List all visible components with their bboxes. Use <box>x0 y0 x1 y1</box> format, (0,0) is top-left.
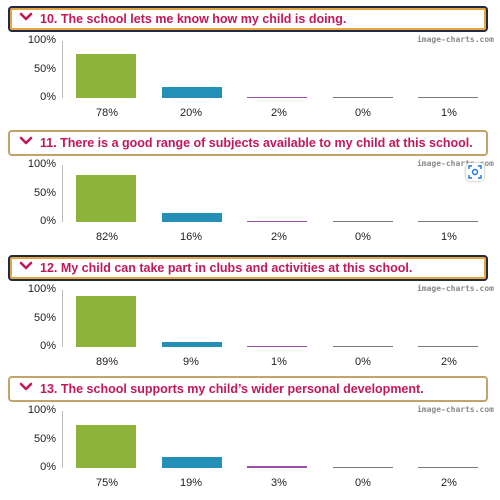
y-axis-line <box>62 41 63 98</box>
question-section-11: 11. There is a good range of subjects av… <box>0 130 500 250</box>
watermark-text: image-charts.com <box>416 35 494 44</box>
y-axis-line <box>62 165 63 222</box>
bar-2 <box>162 457 222 468</box>
question-header[interactable]: 10. The school lets me know how my child… <box>8 6 488 32</box>
question-header[interactable]: 13. The school supports my child’s wider… <box>8 376 488 402</box>
bar-3 <box>247 466 307 468</box>
x-category-label: 78% <box>95 107 119 119</box>
x-category-label: 1% <box>441 107 457 119</box>
y-tick-label: 0% <box>40 91 56 103</box>
y-tick-label: 100% <box>27 404 56 416</box>
y-tick-label: 50% <box>33 62 56 75</box>
x-category-label: 9% <box>183 356 199 368</box>
x-category-label: 2% <box>441 477 457 489</box>
bar-4 <box>333 345 393 347</box>
bar-5 <box>418 96 478 98</box>
x-category-label: 0% <box>355 107 371 119</box>
bar-1 <box>76 175 136 222</box>
y-tick-label: 50% <box>33 311 56 324</box>
chevron-down-icon[interactable] <box>10 7 36 32</box>
x-category-label: 89% <box>95 356 119 368</box>
x-category-label: 2% <box>271 231 287 243</box>
question-title: 12. My child can take part in clubs and … <box>40 261 413 275</box>
bar-5 <box>418 345 478 347</box>
bar-3 <box>247 96 307 98</box>
watermark-text: image-charts.com <box>416 159 494 168</box>
question-title: 13. The school supports my child’s wider… <box>40 382 424 396</box>
bar-2 <box>162 212 222 222</box>
question-header[interactable]: 11. There is a good range of subjects av… <box>8 130 488 156</box>
x-category-label: 82% <box>95 231 119 243</box>
question-title: 11. There is a good range of subjects av… <box>40 136 473 150</box>
bar-1 <box>76 425 136 468</box>
question-section-10: 10. The school lets me know how my child… <box>0 6 500 126</box>
x-category-label: 0% <box>355 477 371 489</box>
chevron-down-icon[interactable] <box>10 256 36 281</box>
question-title: 10. The school lets me know how my child… <box>40 12 347 26</box>
bar-5 <box>418 466 478 468</box>
bar-1 <box>76 53 136 98</box>
x-category-label: 3% <box>271 477 287 489</box>
bar-2 <box>162 86 222 98</box>
bar-2 <box>162 341 222 347</box>
x-category-label: 19% <box>179 477 203 489</box>
x-category-label: 75% <box>95 477 119 489</box>
y-tick-label: 50% <box>33 432 56 445</box>
watermark-text: image-charts.com <box>416 405 494 414</box>
y-tick-label: 100% <box>27 34 56 46</box>
x-category-label: 1% <box>271 356 287 368</box>
x-category-label: 0% <box>355 231 371 243</box>
x-category-label: 1% <box>441 231 457 243</box>
y-tick-label: 0% <box>40 340 56 352</box>
chevron-down-icon[interactable] <box>10 377 36 402</box>
bar-4 <box>333 220 393 222</box>
y-tick-label: 0% <box>40 461 56 473</box>
question-section-12: 12. My child can take part in clubs and … <box>0 255 500 375</box>
watermark-text: image-charts.com <box>416 284 494 293</box>
question-header[interactable]: 12. My child can take part in clubs and … <box>8 255 488 281</box>
x-category-label: 2% <box>441 356 457 368</box>
y-tick-label: 0% <box>40 215 56 227</box>
x-category-label: 16% <box>179 231 203 243</box>
visual-search-icon[interactable] <box>466 163 484 181</box>
bar-3 <box>247 345 307 347</box>
y-tick-label: 100% <box>27 158 56 170</box>
x-category-label: 2% <box>271 107 287 119</box>
y-tick-label: 100% <box>27 283 56 295</box>
x-category-label: 0% <box>355 356 371 368</box>
x-category-label: 20% <box>179 107 203 119</box>
y-tick-label: 50% <box>33 186 56 199</box>
bar-5 <box>418 220 478 222</box>
y-axis-line <box>62 290 63 347</box>
bar-1 <box>76 296 136 347</box>
question-section-13: 13. The school supports my child’s wider… <box>0 376 500 496</box>
bar-3 <box>247 220 307 222</box>
chevron-down-icon[interactable] <box>10 131 36 156</box>
bar-4 <box>333 96 393 98</box>
bar-4 <box>333 466 393 468</box>
y-axis-line <box>62 411 63 468</box>
